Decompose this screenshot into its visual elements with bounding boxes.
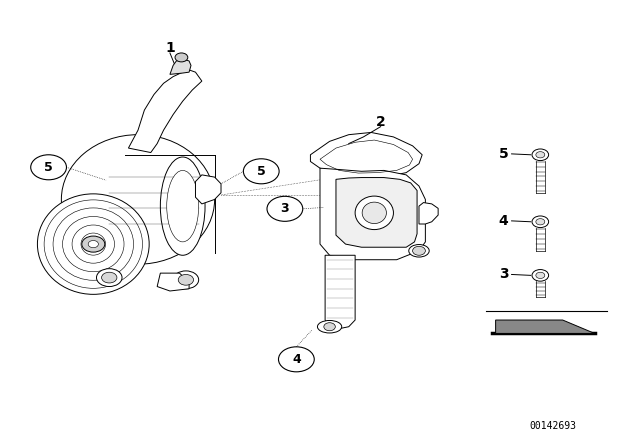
Polygon shape bbox=[157, 273, 189, 291]
Circle shape bbox=[102, 272, 117, 283]
Ellipse shape bbox=[355, 196, 394, 229]
Circle shape bbox=[532, 270, 548, 281]
Circle shape bbox=[324, 323, 335, 331]
Ellipse shape bbox=[167, 170, 198, 242]
Polygon shape bbox=[310, 133, 422, 179]
Circle shape bbox=[532, 216, 548, 228]
Ellipse shape bbox=[37, 194, 149, 294]
Polygon shape bbox=[325, 255, 355, 329]
Text: 5: 5 bbox=[44, 161, 53, 174]
Ellipse shape bbox=[97, 269, 122, 287]
Text: 4: 4 bbox=[499, 214, 508, 228]
Circle shape bbox=[267, 196, 303, 221]
Text: 3: 3 bbox=[280, 202, 289, 215]
Circle shape bbox=[413, 246, 426, 255]
Text: 5: 5 bbox=[257, 165, 266, 178]
Ellipse shape bbox=[317, 320, 342, 333]
Text: 1: 1 bbox=[165, 41, 175, 55]
Polygon shape bbox=[129, 70, 202, 152]
Circle shape bbox=[82, 236, 105, 252]
Circle shape bbox=[278, 347, 314, 372]
Circle shape bbox=[532, 149, 548, 160]
Circle shape bbox=[536, 219, 545, 225]
Polygon shape bbox=[495, 320, 595, 333]
Circle shape bbox=[175, 53, 188, 62]
Polygon shape bbox=[419, 202, 438, 224]
Circle shape bbox=[31, 155, 67, 180]
Ellipse shape bbox=[362, 202, 387, 224]
Circle shape bbox=[536, 152, 545, 158]
Ellipse shape bbox=[173, 271, 198, 289]
Circle shape bbox=[178, 275, 193, 285]
Polygon shape bbox=[170, 59, 191, 74]
Ellipse shape bbox=[409, 245, 429, 257]
Polygon shape bbox=[320, 168, 426, 260]
Ellipse shape bbox=[61, 135, 214, 264]
Circle shape bbox=[243, 159, 279, 184]
Text: 2: 2 bbox=[376, 115, 385, 129]
Ellipse shape bbox=[161, 157, 205, 255]
Circle shape bbox=[536, 272, 545, 279]
Polygon shape bbox=[195, 175, 221, 204]
Text: 5: 5 bbox=[499, 147, 508, 161]
Text: 00142693: 00142693 bbox=[529, 421, 577, 431]
Polygon shape bbox=[336, 177, 417, 247]
Text: 3: 3 bbox=[499, 267, 508, 281]
Circle shape bbox=[88, 241, 99, 248]
Text: 4: 4 bbox=[292, 353, 301, 366]
